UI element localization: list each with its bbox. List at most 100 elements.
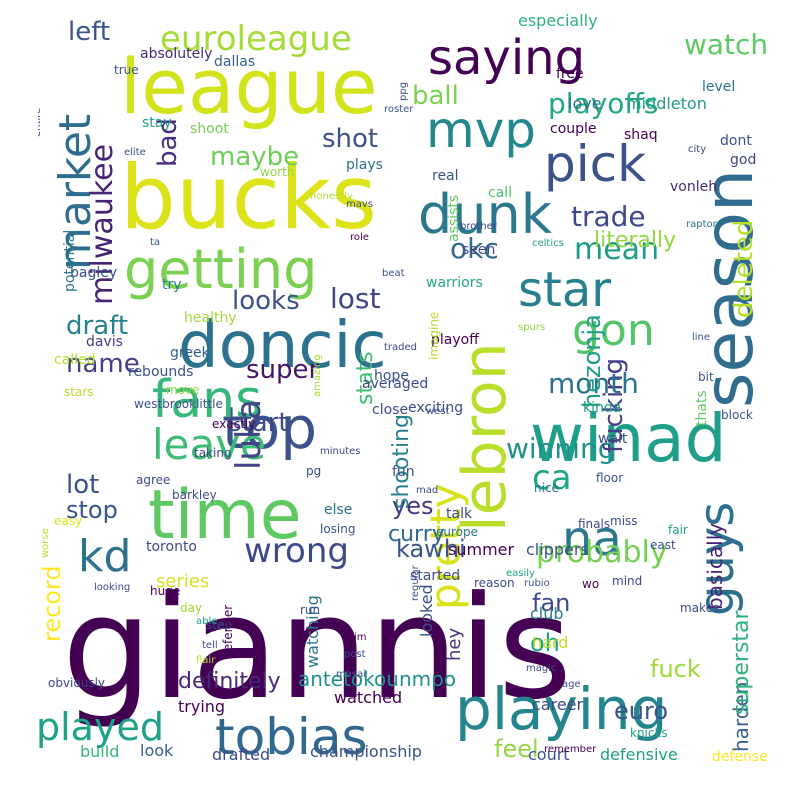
word-middleton: middleton (626, 94, 707, 113)
word-summer: summer (448, 540, 514, 559)
word-career: career (532, 695, 584, 714)
word-agree: agree (136, 473, 170, 487)
word-shaq: shaq (624, 127, 658, 143)
word-free: free (556, 66, 584, 82)
word-barkley: barkley (172, 488, 217, 502)
word-finals: finals (578, 517, 610, 531)
word-court: court (528, 745, 570, 764)
word-bad: bad (153, 118, 183, 167)
word-level: level (702, 79, 735, 95)
word-pg: pg (306, 464, 321, 478)
word-giannis: giannis (62, 566, 572, 731)
word-davis: davis (86, 334, 123, 350)
word-kd: kd (78, 531, 131, 582)
word-getting: getting (124, 238, 317, 301)
word-called: called (54, 352, 96, 368)
word-started: started (410, 568, 460, 584)
word-superstar: superstar (729, 609, 754, 715)
word-westbrooklittle: westbrooklittle (134, 397, 223, 411)
word-celtics: celtics (532, 238, 564, 249)
word-defender: defender (221, 605, 235, 659)
word-call: call (488, 185, 512, 201)
word-luka: luka (229, 399, 269, 470)
word-lebron: lebron (450, 342, 520, 532)
word-warriors: warriors (426, 275, 483, 291)
word-playoffs: playoffs (548, 87, 658, 120)
word-club: club (530, 604, 564, 623)
word-floor: floor (596, 471, 623, 485)
word-time: time (148, 476, 302, 555)
word-couple: couple (550, 121, 597, 137)
word-amazing: amazing (312, 354, 323, 397)
word-lot: lot (66, 470, 99, 500)
word-hezonja: hezonja (578, 314, 606, 408)
word-west: west (426, 406, 450, 417)
word-left: left (68, 17, 110, 47)
word-day: day (180, 601, 202, 615)
word-averaged: averaged (362, 376, 428, 392)
word-fun: fun (392, 464, 415, 480)
word-okc: okc (450, 232, 499, 265)
word-mvp: mvp (426, 101, 536, 159)
word-try: try (162, 277, 182, 293)
word-kinda: kinda (583, 400, 621, 416)
word-wo: wo (582, 577, 599, 591)
word-especially: especially (518, 12, 598, 30)
word-defensive: defensive (600, 745, 678, 764)
word-else: else (324, 502, 352, 518)
word-thats: thats (694, 390, 710, 426)
word-playing: playing (455, 675, 668, 743)
word-probably: probably (536, 535, 668, 570)
word-euroleague: euroleague (160, 19, 352, 59)
word-stay: stay (142, 115, 172, 131)
word-worse: worse (40, 528, 51, 558)
word-line: line (692, 332, 710, 343)
word-losing: losing (320, 522, 355, 536)
word-move: move (166, 383, 200, 397)
word-pretty: pretty (421, 483, 470, 610)
word-looking: looking (94, 582, 130, 593)
word-drafted: drafted (212, 745, 270, 764)
word-mavs: mavs (346, 199, 373, 210)
word-gon: gon (572, 305, 655, 356)
word-vonleh: vonleh (670, 179, 717, 195)
word-fan: fan (532, 589, 570, 617)
word-championship: championship (310, 742, 422, 761)
word-easy: easy (54, 514, 82, 528)
word-euro: euro (614, 697, 668, 725)
word-definitely: definitely (178, 669, 281, 694)
word-block: block (721, 408, 753, 422)
word-market: market (50, 114, 101, 270)
word-entire: entire (38, 108, 43, 137)
word-stop: stop (66, 496, 118, 524)
word-step: step (206, 618, 232, 632)
word-healthy: healthy (184, 310, 237, 326)
word-fuck: fuck (650, 655, 701, 683)
word-bagley: bagley (70, 265, 117, 281)
word-age: age (562, 679, 581, 690)
word-draft: draft (66, 311, 128, 341)
word-looks: looks (232, 286, 300, 316)
word-minutes: minutes (320, 446, 360, 457)
word-dunk: dunk (418, 183, 553, 246)
word-clippers: clippers (526, 540, 589, 559)
word-maybe: maybe (210, 142, 299, 172)
word-watch: watch (684, 28, 768, 61)
word-spurs: spurs (518, 322, 545, 333)
word-honestly: honestly (310, 191, 353, 202)
word-cloud: giannis bucks season league lebron saying donc… (38, 12, 773, 779)
word-huge: huge (150, 584, 180, 598)
word-cloud-svg: giannis bucks season league lebron saying donc… (38, 12, 773, 779)
word-lost: lost (330, 282, 380, 315)
word-deleted: deleted (729, 220, 759, 318)
word-seen: seen (462, 242, 495, 258)
word-watching: watching (303, 595, 322, 668)
word-series: series (156, 571, 209, 592)
word-top: top (222, 394, 317, 462)
word-playoff: playoff (431, 332, 479, 348)
word-plays: plays (346, 157, 383, 173)
word-watched: watched (334, 688, 402, 707)
word-defense: defense (712, 749, 768, 765)
word-mad: mad (416, 485, 438, 496)
word-na: na (562, 511, 622, 567)
